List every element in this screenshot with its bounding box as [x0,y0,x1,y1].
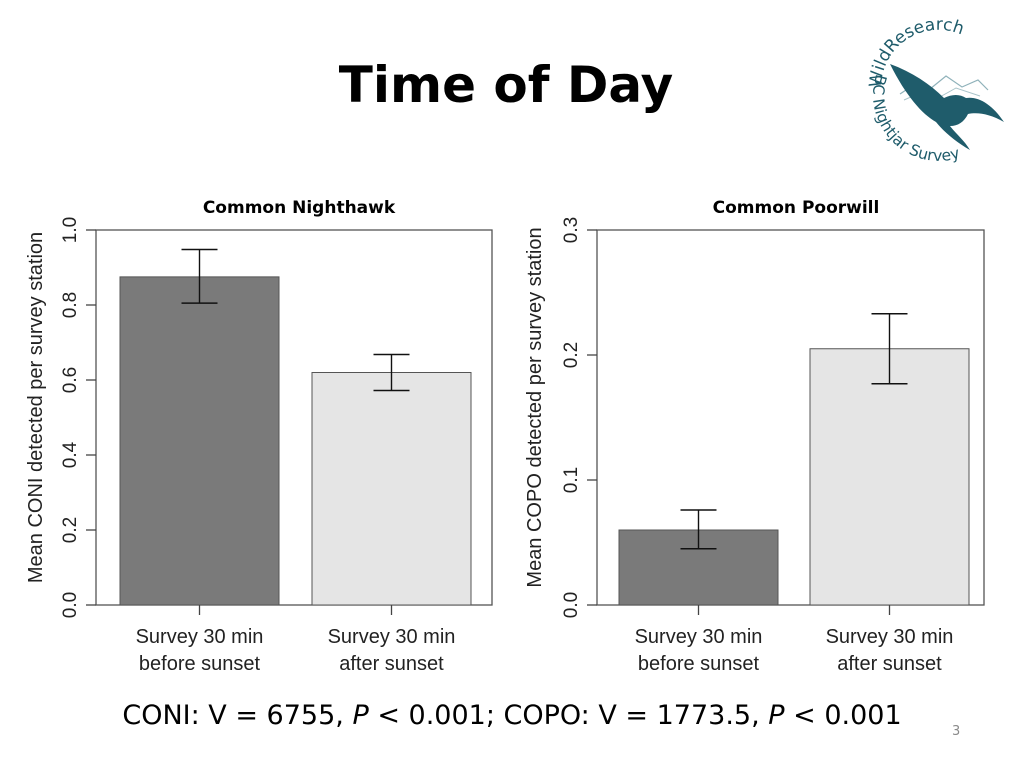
slide-title: Time of Day [338,56,674,114]
copo-stat: COPO: V = 1773.5, [503,700,769,731]
x-tick-label-coni-1: Survey 30 min [328,626,456,648]
y-tick-label-copo: 0.3 [561,217,582,243]
chart-title-coni: Common Nighthawk [202,198,396,218]
y-tick-label-copo: 0.1 [561,467,582,493]
bar-coni-1 [311,372,472,606]
plot-frame-coni [95,229,493,606]
y-tick-label-coni: 1.0 [60,217,81,243]
x-tick-label-copo-0: before sunset [638,653,760,675]
nightjar-bird-icon [890,64,1004,150]
y-tick-label-coni: 0.4 [60,441,81,468]
y-axis-label-coni: Mean CONI detected per survey station [25,232,47,583]
y-tick-label-coni: 0.8 [60,292,81,318]
y-axis-label-copo: Mean COPO detected per survey station [524,227,546,587]
x-tick-label-copo-0: Survey 30 min [635,626,763,648]
wildresearch-logo: WildResearch BC Nightjar Survey [866,18,1004,165]
coni-p-value: < 0.001; [368,700,504,731]
chart-title-copo: Common Poorwill [712,198,880,218]
y-tick-label-coni: 0.2 [60,517,81,543]
coni-stat: CONI: V = 6755, [122,700,353,731]
coni-p-label: P [352,700,369,731]
plot-frame-copo [596,229,985,606]
x-tick-label-coni-1: after sunset [339,653,444,675]
copo-p-value: < 0.001 [784,700,902,731]
x-tick-label-copo-1: after sunset [837,653,942,675]
y-tick-label-coni: 0.0 [60,592,81,618]
x-tick-label-coni-0: before sunset [139,653,261,675]
y-tick-label-copo: 0.2 [561,342,582,368]
statistics-footer: CONI: V = 6755, P < 0.001; COPO: V = 177… [0,700,1024,731]
slide-number: 3 [952,724,961,739]
y-tick-label-coni: 0.6 [60,367,81,393]
x-tick-label-coni-0: Survey 30 min [136,626,264,648]
x-tick-label-copo-1: Survey 30 min [826,626,954,648]
bar-coni-0 [119,276,280,606]
y-tick-label-copo: 0.0 [561,592,582,618]
bar-copo-1 [809,348,970,606]
copo-p-label: P [768,700,785,731]
